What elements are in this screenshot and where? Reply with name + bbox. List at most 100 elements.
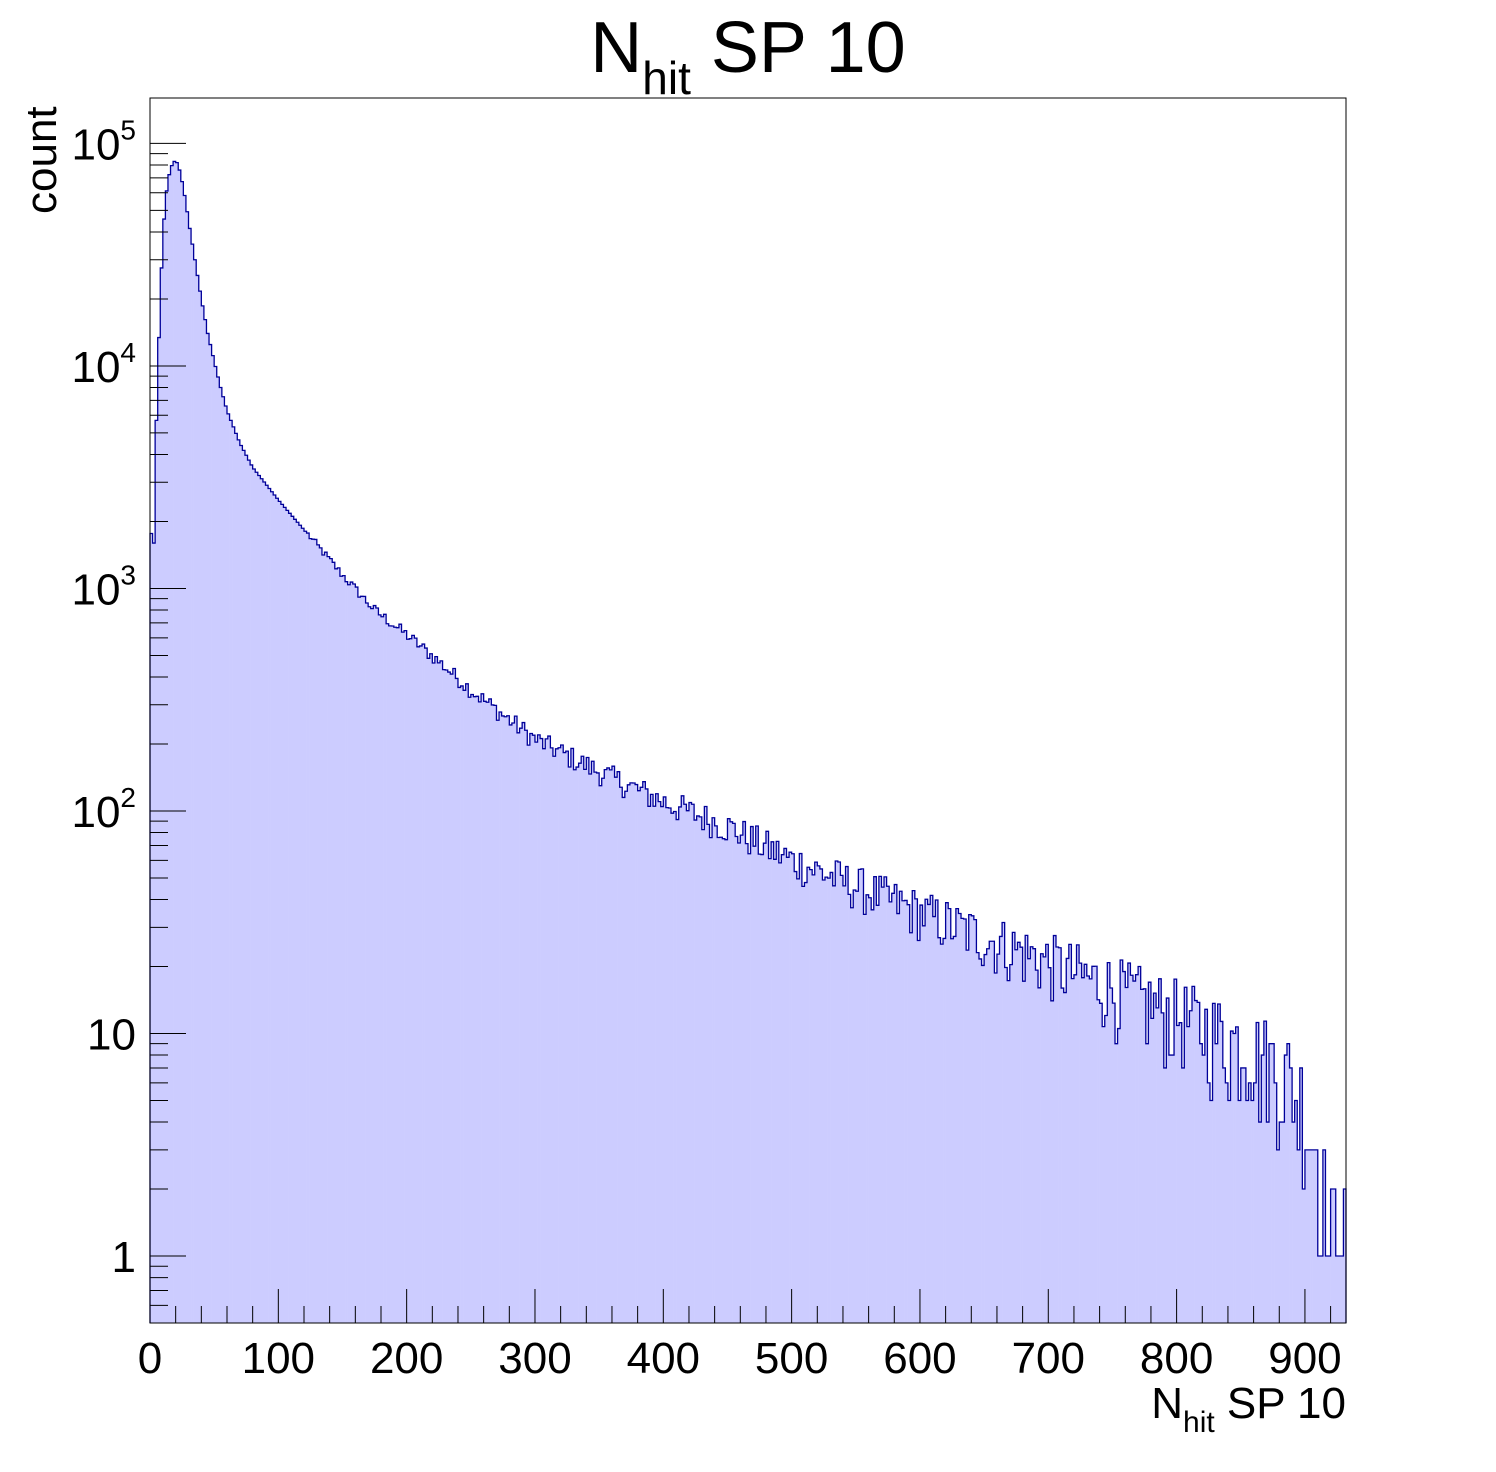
histogram-bin — [576, 767, 579, 1323]
histogram-bin — [840, 875, 844, 1323]
histogram-bin — [339, 576, 343, 1323]
histogram-bin — [427, 658, 431, 1323]
histogram-bin — [588, 774, 592, 1323]
histogram-bin — [771, 841, 774, 1323]
histogram-bin — [683, 804, 687, 1323]
histogram-bin — [583, 769, 587, 1323]
histogram-bin — [1107, 962, 1111, 1323]
histogram-bin — [1299, 1067, 1303, 1323]
histogram-bin — [812, 874, 816, 1323]
histogram-bin — [1104, 1015, 1108, 1323]
histogram-bin — [411, 635, 415, 1323]
histogram-bin — [1192, 986, 1195, 1323]
histogram-bin — [1171, 1055, 1175, 1323]
histogram-bin — [1269, 1043, 1272, 1323]
histogram-bin — [316, 544, 320, 1323]
histogram-bin — [1166, 998, 1170, 1323]
plot-frame — [149, 97, 1347, 1324]
histogram-bin — [537, 734, 541, 1323]
histogram-bin — [978, 958, 982, 1323]
histogram-bin — [568, 767, 572, 1323]
histogram-bin — [219, 387, 223, 1323]
histogram-bin — [989, 941, 993, 1323]
histogram-bin — [1153, 993, 1157, 1323]
histogram-bin — [799, 853, 803, 1323]
histogram-bin — [170, 165, 174, 1323]
histogram-bin — [730, 821, 733, 1323]
histogram-bin — [1286, 1043, 1290, 1323]
y-tick-base: 10 — [87, 1010, 136, 1059]
histogram-bin — [1094, 966, 1098, 1323]
histogram-bin — [375, 607, 379, 1323]
histogram-bin — [578, 763, 582, 1323]
histogram-bin — [966, 950, 970, 1323]
histogram-bin — [804, 882, 808, 1323]
histogram-bin — [1189, 1010, 1193, 1323]
histogram-bin — [242, 450, 246, 1323]
histogram-bin — [1043, 956, 1047, 1323]
histogram-bin — [555, 748, 559, 1323]
histogram-bin — [1127, 963, 1131, 1323]
histogram-bin — [1297, 1149, 1301, 1323]
histogram-bin — [914, 898, 918, 1323]
histogram-bin — [324, 552, 328, 1323]
chart-title-rest: SP 10 — [691, 8, 906, 88]
histogram-bin — [1209, 1100, 1213, 1323]
histogram-bin — [383, 614, 387, 1323]
histogram-bin — [722, 838, 726, 1323]
histogram-bin — [827, 878, 831, 1323]
histogram-bin — [594, 772, 597, 1323]
histogram-bin — [255, 472, 259, 1323]
histogram-bin — [1061, 988, 1064, 1323]
histogram-bin — [681, 795, 685, 1323]
histogram-bin — [570, 748, 574, 1323]
y-tick-exponent: 2 — [120, 782, 136, 813]
histogram-bin — [1004, 967, 1008, 1323]
histogram-bin — [694, 820, 697, 1323]
histogram-bin — [601, 778, 605, 1323]
histogram-bin — [1176, 1025, 1180, 1323]
histogram-bin — [850, 907, 854, 1323]
histogram-bin — [1317, 1256, 1321, 1323]
histogram-bin — [1027, 958, 1031, 1323]
histogram-bin — [188, 228, 192, 1323]
histogram-bin — [699, 816, 703, 1323]
histogram-bin — [619, 787, 623, 1323]
histogram-bin — [350, 582, 354, 1323]
histogram-bin — [671, 813, 674, 1323]
histogram-bin — [737, 843, 741, 1323]
histogram-bin — [1048, 967, 1052, 1323]
histogram-bin — [878, 876, 882, 1323]
histogram-bin — [319, 547, 323, 1323]
histogram-bin — [447, 672, 451, 1323]
histogram-bin — [637, 790, 641, 1323]
histogram-bin — [889, 901, 893, 1323]
histogram-bin — [611, 766, 615, 1323]
histogram-outline — [149, 160, 1347, 1323]
chart-title-main: N — [590, 8, 642, 88]
histogram-bin — [275, 498, 279, 1323]
histogram-bin — [1055, 946, 1059, 1323]
histogram-bin — [1271, 1043, 1275, 1323]
histogram-bin — [848, 894, 851, 1323]
y-tick-base: 10 — [71, 343, 120, 392]
histogram-bin — [460, 685, 464, 1323]
histogram-bin — [1251, 1100, 1254, 1323]
histogram-bin — [183, 195, 187, 1323]
histogram-bin — [160, 267, 164, 1324]
histogram-bin — [1310, 1149, 1313, 1323]
histogram-bin — [704, 806, 708, 1323]
x-tick-label: 400 — [627, 1334, 700, 1383]
histogram-bin — [262, 482, 266, 1323]
histogram-bin — [334, 568, 338, 1323]
histogram-bin — [414, 638, 418, 1323]
y-tick-exponent: 4 — [120, 337, 136, 368]
histogram-bin — [522, 722, 526, 1323]
histogram-bin — [293, 519, 297, 1323]
histogram-bin — [791, 853, 795, 1323]
y-tick-base: 10 — [71, 565, 120, 614]
histogram-bin — [563, 752, 567, 1323]
histogram-bin — [935, 900, 939, 1323]
histogram-bin — [483, 701, 487, 1323]
